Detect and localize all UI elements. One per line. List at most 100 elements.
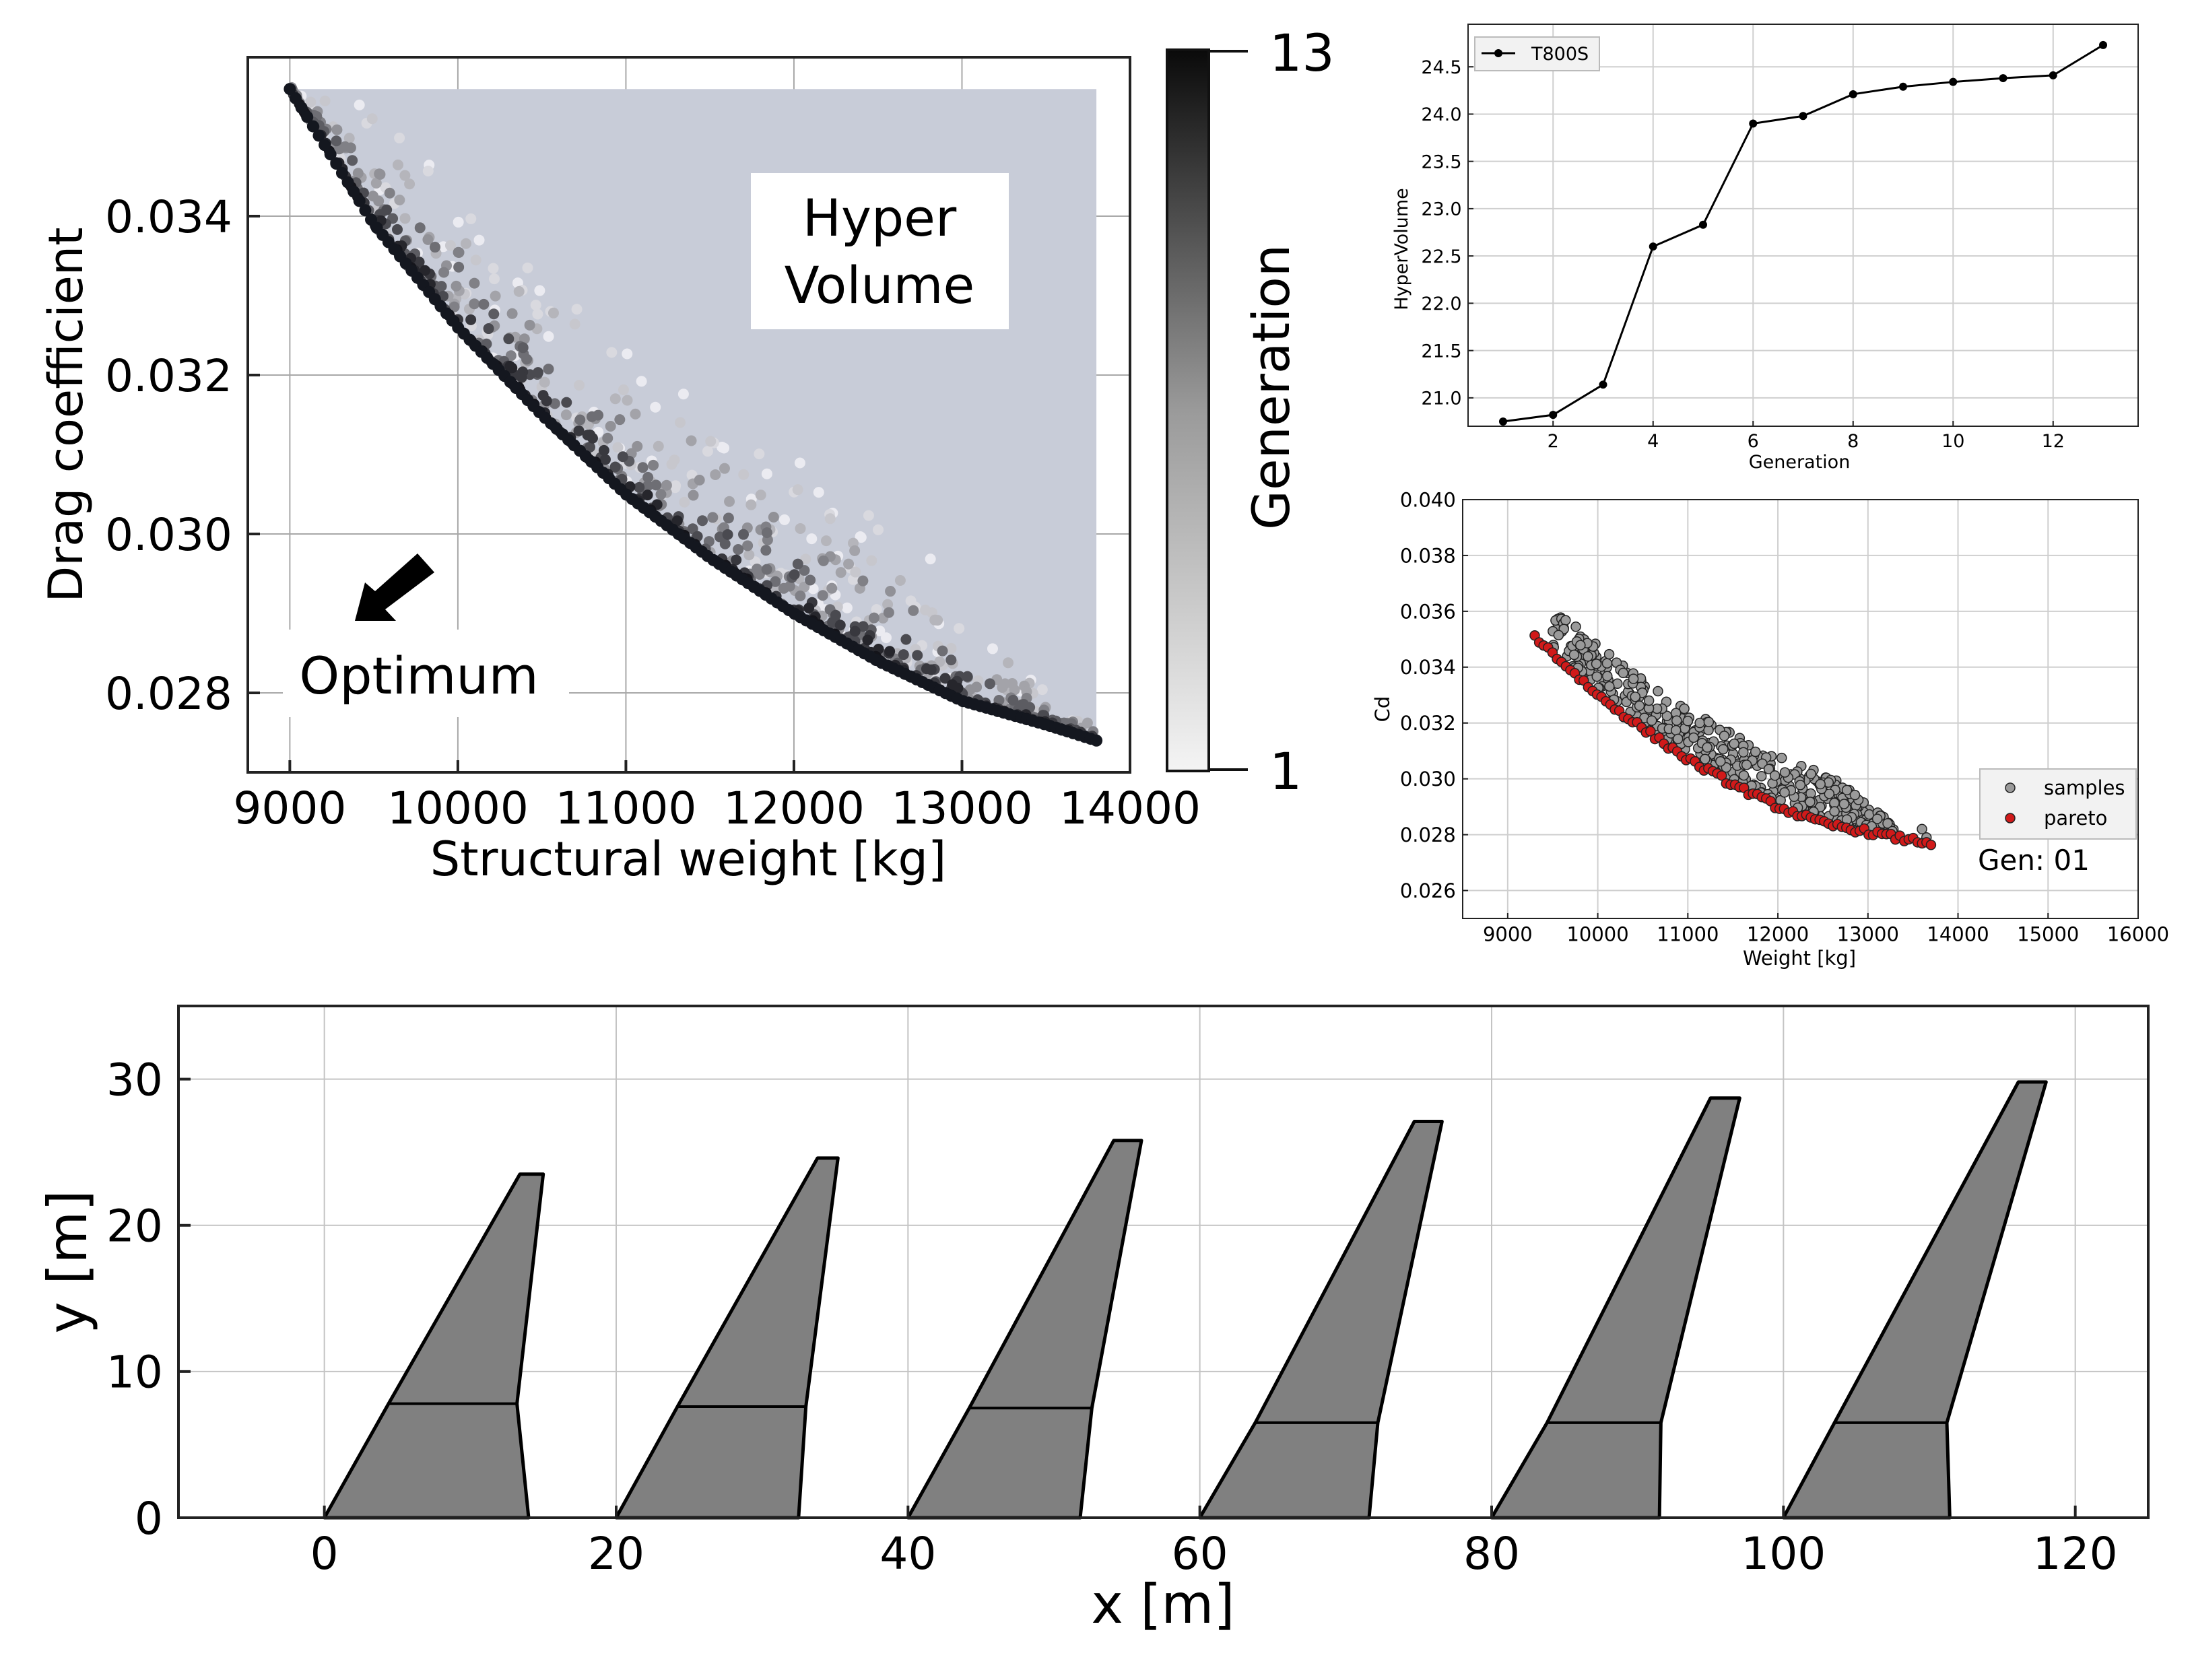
generation-point bbox=[634, 481, 645, 493]
y-tick-label: 10 bbox=[106, 1347, 163, 1399]
generation-point bbox=[813, 487, 824, 498]
pareto-point bbox=[1645, 726, 1656, 737]
generation-point bbox=[453, 261, 465, 273]
generation-point bbox=[522, 262, 533, 273]
sample-point bbox=[1805, 797, 1816, 807]
sample-point bbox=[1700, 753, 1711, 765]
sample-point bbox=[1829, 806, 1840, 817]
sample-point bbox=[1575, 640, 1586, 650]
y-tick-label: 0.028 bbox=[1400, 824, 1456, 846]
hv-point bbox=[1799, 112, 1807, 121]
generation-point bbox=[768, 511, 779, 523]
generation-point bbox=[618, 384, 629, 395]
sample-point bbox=[1729, 738, 1739, 749]
generation-point bbox=[882, 599, 894, 610]
generation-point bbox=[778, 514, 790, 525]
generation-point bbox=[1036, 684, 1048, 696]
sample-point bbox=[1602, 671, 1613, 681]
hv-ticks: 2 4 6 8 10 12 21.0 21.5 22.0 22.5 23.0 23.5 24.0 24.5 bbox=[1421, 57, 2065, 452]
sample-point bbox=[1763, 764, 1774, 774]
x-tick-label: 0 bbox=[310, 1528, 339, 1580]
generation-point bbox=[393, 159, 404, 170]
generation-colorbar bbox=[1166, 48, 1210, 772]
hv-point bbox=[1498, 417, 1507, 426]
generation-point bbox=[473, 234, 485, 246]
generation-point bbox=[688, 490, 699, 501]
sample-point bbox=[1618, 667, 1629, 679]
generation-point bbox=[789, 569, 800, 580]
generation-point bbox=[413, 257, 425, 268]
generation-point bbox=[399, 213, 411, 224]
x-tick-label: 12000 bbox=[723, 782, 865, 834]
generation-point bbox=[761, 527, 772, 539]
generation-annotation: Gen: 01 bbox=[1978, 844, 2090, 877]
generation-point bbox=[908, 605, 919, 616]
x-tick-label: 16000 bbox=[2107, 922, 2169, 945]
x-tick-label: 13000 bbox=[891, 782, 1032, 834]
sample-point bbox=[1591, 659, 1602, 669]
hv-point bbox=[2099, 40, 2108, 49]
sample-point bbox=[1591, 671, 1603, 682]
generation-point bbox=[569, 318, 580, 330]
x-tick-label: 20 bbox=[588, 1528, 644, 1580]
generation-point bbox=[584, 441, 595, 452]
generation-point bbox=[488, 308, 500, 320]
generation-point bbox=[738, 469, 750, 480]
front-point bbox=[330, 158, 343, 170]
generation-point bbox=[761, 468, 772, 479]
generation-point bbox=[855, 532, 867, 543]
generation-point bbox=[530, 300, 541, 311]
generation-point bbox=[939, 673, 951, 684]
generation-point bbox=[488, 263, 499, 274]
gen-ticks: 9000 10000 11000 12000 13000 14000 15000 16000 0… bbox=[1400, 488, 2169, 945]
generation-point bbox=[642, 471, 654, 483]
hv-point bbox=[1649, 242, 1657, 251]
front-point bbox=[289, 92, 302, 105]
generation-point bbox=[617, 451, 628, 463]
generation-point bbox=[469, 277, 480, 289]
hv-point bbox=[1698, 220, 1707, 229]
sample-point bbox=[1603, 648, 1615, 660]
x-tick-label: 120 bbox=[2033, 1528, 2118, 1580]
sample-point bbox=[1601, 658, 1613, 669]
generation-point bbox=[354, 99, 365, 110]
generation-point bbox=[305, 96, 317, 108]
sample-point bbox=[1715, 756, 1726, 767]
generation-point bbox=[394, 132, 405, 143]
generation-point bbox=[818, 555, 829, 566]
generation-point bbox=[574, 380, 585, 391]
hv-x-label: Generation bbox=[1749, 452, 1851, 473]
generation-point bbox=[954, 623, 965, 634]
y-tick-label: 0.034 bbox=[105, 191, 232, 243]
generation-point bbox=[648, 459, 659, 471]
wing-plot-frame bbox=[177, 1005, 2150, 1519]
generation-point bbox=[697, 515, 708, 527]
generation-point bbox=[984, 678, 995, 690]
generation-point bbox=[733, 544, 744, 556]
x-tick-label: 15000 bbox=[2017, 922, 2079, 945]
x-tick-label: 14000 bbox=[1927, 922, 1989, 945]
hv-point bbox=[1999, 74, 2007, 83]
generation-point bbox=[834, 619, 846, 631]
sample-point bbox=[1672, 733, 1684, 745]
generation-point bbox=[366, 113, 378, 125]
generation-point bbox=[952, 682, 964, 694]
generation-point bbox=[894, 574, 906, 586]
generation-point bbox=[319, 95, 331, 106]
generation-point bbox=[742, 540, 754, 551]
generation-point bbox=[857, 575, 869, 586]
generation-point bbox=[862, 634, 873, 646]
front-point bbox=[312, 129, 325, 142]
sample-point bbox=[1738, 747, 1749, 758]
generation-point bbox=[599, 454, 611, 465]
generation-point bbox=[436, 281, 447, 292]
y-tick-label: 30 bbox=[106, 1054, 163, 1106]
generation-point bbox=[863, 510, 874, 521]
generation-point bbox=[384, 187, 395, 199]
hv-y-label: HyperVolume bbox=[1391, 188, 1412, 310]
hv-legend-label: T800S bbox=[1531, 44, 1589, 65]
generation-point bbox=[453, 216, 464, 228]
generation-point bbox=[925, 664, 937, 675]
generation-point bbox=[795, 590, 806, 601]
generation-point bbox=[622, 395, 633, 406]
